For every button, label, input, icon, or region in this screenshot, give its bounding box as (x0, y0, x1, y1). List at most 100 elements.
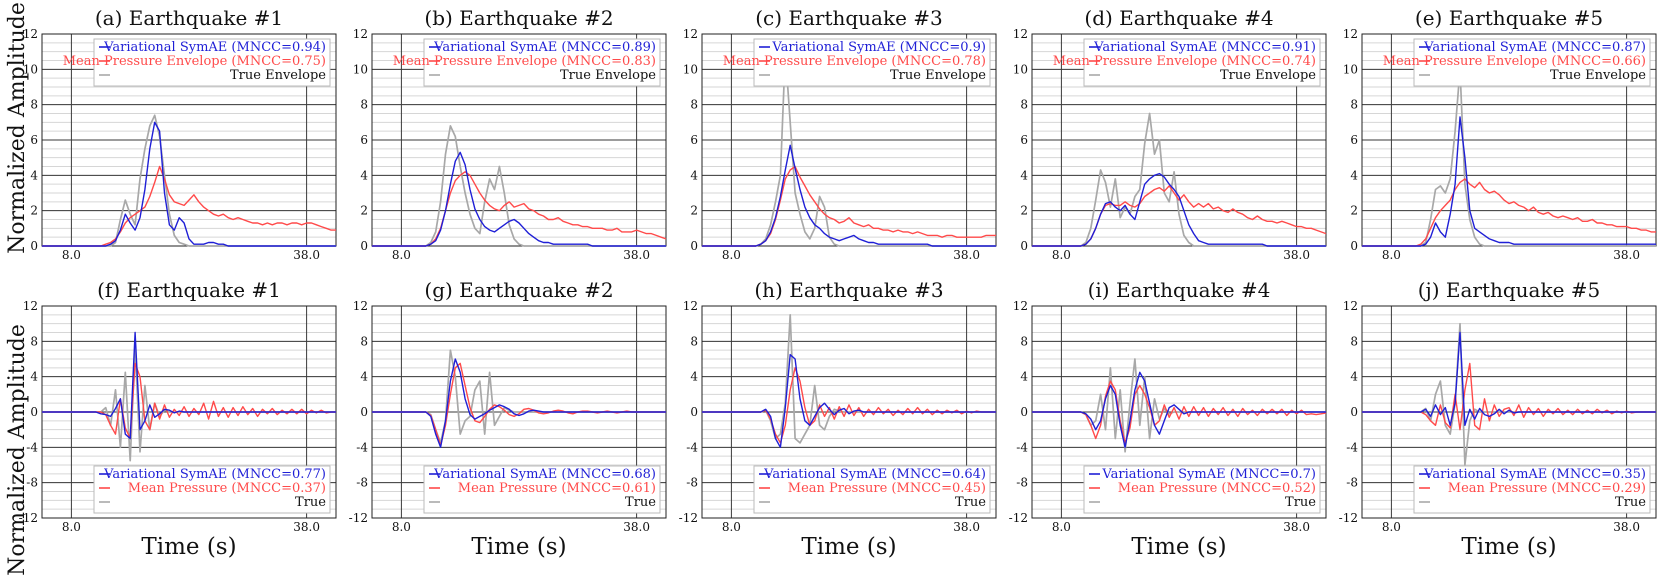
legend-label: Variational SymAE (MNCC=0.87) (1423, 40, 1646, 55)
y-tick-label: 8 (1020, 98, 1028, 112)
panel-title: (j) Earthquake #5 (1418, 278, 1601, 302)
y-tick-label: 10 (1343, 62, 1358, 76)
x-tick-label: 8.0 (1052, 520, 1071, 534)
y-tick-label: 12 (1013, 27, 1028, 41)
panel-3: 0 2 4 6 8 10 12 8.0 38.0 (c) Earthquake #3 Variati… (683, 6, 997, 262)
y-tick-label: 4 (1350, 168, 1358, 182)
x-tick-label: 8.0 (392, 520, 411, 534)
panel-4: 0 2 4 6 8 10 12 8.0 38.0 (d) Earthquake #4 Variati… (1013, 6, 1327, 262)
panel-title: (b) Earthquake #2 (424, 6, 613, 30)
legend-box (753, 38, 991, 87)
legend-label: Variational SymAE (MNCC=0.89) (433, 40, 656, 55)
y-tick-label: -8 (686, 476, 698, 490)
y-tick-label: 0 (1350, 239, 1358, 253)
legend-label: Mean Pressure (MNCC=0.61) (458, 481, 656, 496)
legend-label: True (1285, 495, 1316, 510)
y-tick-label: 12 (1343, 27, 1358, 41)
x-tick-label: 38.0 (953, 248, 980, 262)
variational-line (1032, 371, 1326, 448)
panel-title: (f) Earthquake #1 (97, 278, 281, 302)
y-tick-label: 0 (30, 239, 38, 253)
y-tick-label: -4 (26, 440, 38, 454)
legend-label: True (625, 495, 656, 510)
x-tick-label: 38.0 (1613, 248, 1640, 262)
legend-label: Variational SymAE (MNCC=0.7) (1101, 467, 1316, 482)
y-tick-label: 0 (30, 405, 38, 419)
x-tick-label: 38.0 (623, 520, 650, 534)
y-tick-label: 0 (690, 405, 698, 419)
legend-label: True Envelope (1550, 68, 1646, 83)
x-tick-label: 38.0 (293, 248, 320, 262)
x-tick-label: 8.0 (1382, 520, 1401, 534)
legend-label: Mean Pressure (MNCC=0.45) (788, 481, 986, 496)
y-tick-label: 12 (683, 299, 698, 313)
variational-line (1362, 331, 1656, 426)
y-tick-label: -12 (1009, 511, 1028, 525)
panel-8: -12 -8 -4 0 4 8 12 8.0 38.0 (h) Earthquake #3 Time… (679, 278, 997, 560)
y-axis-label-bottom: Normalized Amplitude (5, 324, 30, 576)
y-tick-label: 6 (690, 133, 698, 147)
x-tick-label: 8.0 (722, 248, 741, 262)
y-tick-label: 8 (1350, 334, 1358, 348)
y-tick-label: 8 (1350, 98, 1358, 112)
panel-title: (g) Earthquake #2 (424, 278, 613, 302)
variational-line (702, 353, 996, 448)
y-tick-label: 12 (23, 27, 38, 41)
variational-line (42, 121, 336, 247)
y-tick-label: 2 (360, 204, 368, 218)
legend-box (1413, 38, 1651, 87)
x-tick-label: 8.0 (722, 520, 741, 534)
plot-frame (371, 33, 667, 247)
legend-label: Mean Pressure Envelope (MNCC=0.74) (1053, 54, 1316, 69)
panel-7: -12 -8 -4 0 4 8 12 8.0 38.0 (g) Earthquake #2 Time… (349, 278, 667, 560)
y-tick-label: -8 (1016, 476, 1028, 490)
panel-5: 0 2 4 6 8 10 12 8.0 38.0 (e) Earthquake #5 Variati… (1343, 6, 1657, 262)
y-tick-label: -4 (1016, 440, 1028, 454)
y-tick-label: 4 (690, 168, 698, 182)
y-tick-label: 12 (353, 299, 368, 313)
legend-label: Mean Pressure (MNCC=0.37) (128, 481, 326, 496)
x-tick-label: 8.0 (1052, 248, 1071, 262)
y-tick-label: 8 (30, 98, 38, 112)
legend-label: Mean Pressure Envelope (MNCC=0.78) (723, 54, 986, 69)
legend-label: True Envelope (1220, 68, 1316, 83)
legend-label: Variational SymAE (MNCC=0.77) (103, 467, 326, 482)
y-tick-label: 8 (690, 98, 698, 112)
legend-box (1083, 465, 1321, 514)
x-tick-label: 38.0 (1283, 520, 1310, 534)
panel-1: 0 2 4 6 8 10 12 8.0 38.0 (a) Earthquake #1 Variati… (23, 6, 337, 262)
x-tick-label: 38.0 (1283, 248, 1310, 262)
legend-label: Mean Pressure Envelope (MNCC=0.83) (393, 54, 656, 69)
panels: 0 2 4 6 8 10 12 8.0 38.0 (a) Earthquake #1 Variati… (19, 6, 1657, 560)
y-tick-label: 0 (1350, 405, 1358, 419)
y-tick-label: 12 (683, 27, 698, 41)
panel-title: (i) Earthquake #4 (1088, 278, 1271, 302)
y-tick-label: 6 (1350, 133, 1358, 147)
panel-title: (c) Earthquake #3 (755, 6, 943, 30)
x-axis-label: Time (s) (1461, 534, 1556, 560)
panel-6: -12 -8 -4 0 4 8 12 8.0 38.0 (f) Earthquake #1 Time… (19, 278, 337, 560)
legend-label: Mean Pressure (MNCC=0.29) (1448, 481, 1646, 496)
x-tick-label: 38.0 (623, 248, 650, 262)
legend-label: Variational SymAE (MNCC=0.64) (763, 467, 986, 482)
y-tick-label: 10 (23, 62, 38, 76)
legend-box (1413, 465, 1651, 514)
x-tick-label: 8.0 (62, 248, 81, 262)
x-tick-label: 38.0 (953, 520, 980, 534)
variational-line (42, 331, 336, 440)
y-axis-label-top: Normalized Amplitude (5, 2, 30, 254)
y-tick-label: 2 (1350, 204, 1358, 218)
legend-label: Variational SymAE (MNCC=0.35) (1423, 467, 1646, 482)
y-tick-label: 10 (1013, 62, 1028, 76)
y-tick-label: 4 (30, 168, 38, 182)
y-tick-label: 0 (360, 239, 368, 253)
legend-label: True Envelope (890, 68, 986, 83)
y-tick-label: 10 (683, 62, 698, 76)
y-tick-label: -4 (356, 440, 368, 454)
legend-box (1083, 38, 1321, 87)
panel-9: -12 -8 -4 0 4 8 12 8.0 38.0 (i) Earthquake #4 Time… (1009, 278, 1327, 560)
variational-line (702, 144, 996, 247)
y-tick-label: 0 (360, 405, 368, 419)
y-tick-label: -4 (686, 440, 698, 454)
